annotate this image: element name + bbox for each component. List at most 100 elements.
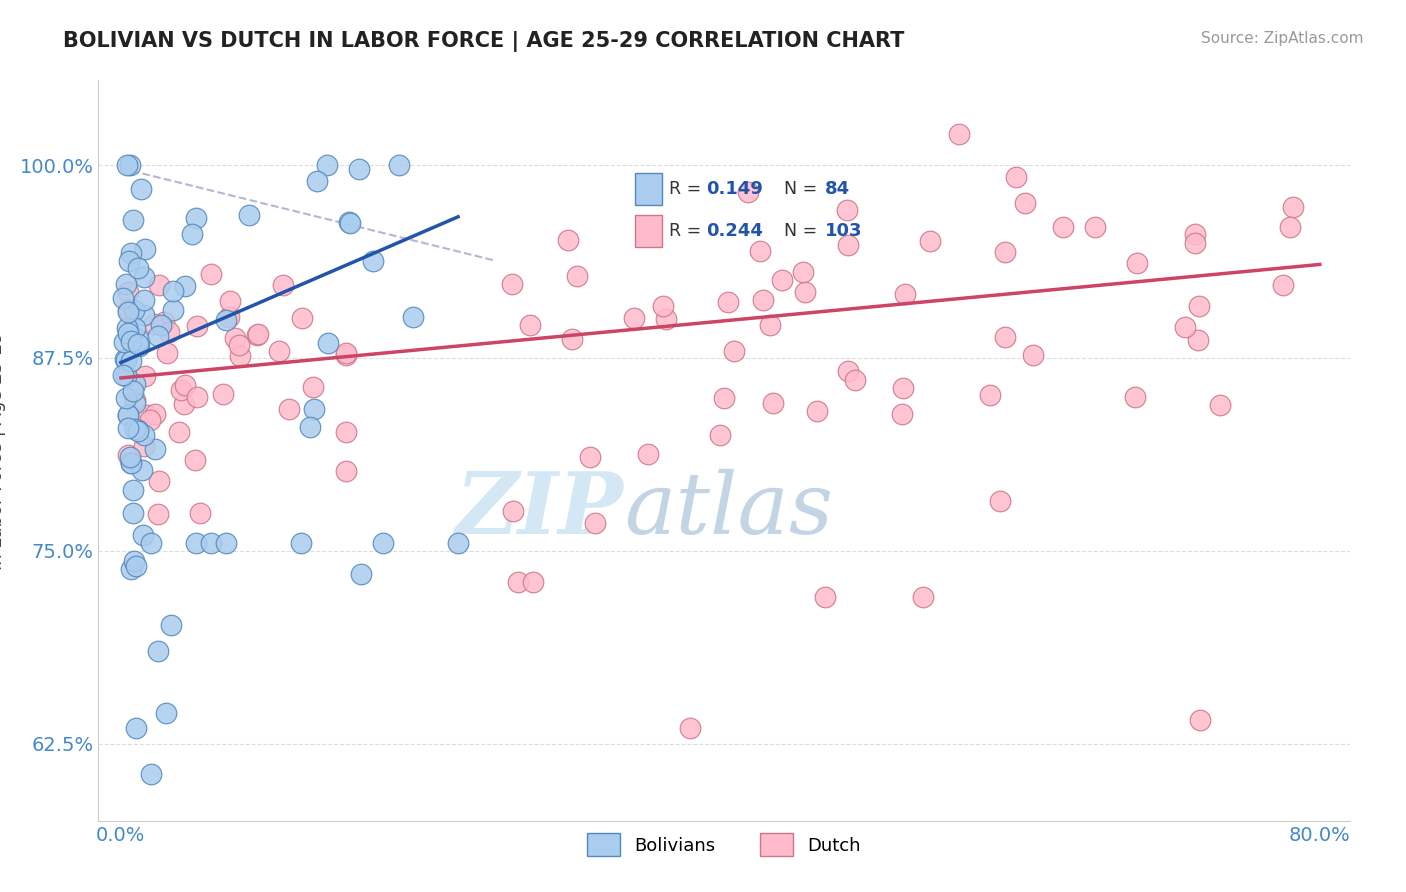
Point <box>112 368 135 382</box>
Point <box>127 425 149 439</box>
Point <box>335 348 357 362</box>
Point <box>335 425 357 440</box>
Point <box>117 448 139 462</box>
Point <box>506 574 529 589</box>
Point <box>1184 236 1206 251</box>
Point <box>911 590 934 604</box>
Point <box>271 277 294 292</box>
Point <box>188 506 211 520</box>
Point <box>132 293 155 307</box>
Point <box>112 335 135 350</box>
Point <box>142 317 165 331</box>
Point <box>120 245 142 260</box>
Point <box>167 425 190 439</box>
Point <box>162 303 184 318</box>
Point <box>128 339 150 353</box>
Point <box>814 590 837 604</box>
Point <box>1281 201 1303 215</box>
Point <box>120 457 142 471</box>
Bar <box>636 215 662 247</box>
Point <box>117 158 139 172</box>
Point <box>125 559 148 574</box>
Point <box>806 404 828 418</box>
Point <box>447 536 470 550</box>
Point <box>979 388 1001 402</box>
Point <box>134 243 156 257</box>
Point <box>316 158 339 172</box>
Text: N =: N = <box>785 180 823 198</box>
Point <box>125 721 148 735</box>
Point <box>124 395 146 409</box>
Point <box>920 235 942 249</box>
Point <box>655 312 678 326</box>
Point <box>131 463 153 477</box>
Point <box>758 318 780 332</box>
Point <box>335 346 357 360</box>
Point <box>155 706 177 720</box>
Point <box>134 427 156 442</box>
Text: 103: 103 <box>825 222 862 240</box>
Point <box>117 408 139 422</box>
Point <box>200 536 222 550</box>
Point <box>891 407 914 421</box>
Legend: Bolivians, Dutch: Bolivians, Dutch <box>581 826 868 863</box>
Point <box>112 291 135 305</box>
Point <box>1021 349 1043 363</box>
Point <box>792 264 814 278</box>
Point <box>143 407 166 421</box>
Point <box>1187 333 1209 347</box>
Point <box>844 373 866 387</box>
Point <box>373 536 395 550</box>
Point <box>148 644 170 658</box>
Point <box>160 617 183 632</box>
Point <box>148 474 170 488</box>
Point <box>218 294 240 309</box>
Point <box>1052 220 1074 235</box>
Point <box>122 554 145 568</box>
Text: Source: ZipAtlas.com: Source: ZipAtlas.com <box>1201 31 1364 46</box>
Point <box>1188 299 1211 313</box>
Point <box>762 396 785 410</box>
Point <box>127 261 149 276</box>
Point <box>837 364 859 378</box>
Point <box>115 277 138 291</box>
Point <box>215 536 238 550</box>
Point <box>174 378 197 392</box>
Point <box>349 162 371 177</box>
Point <box>174 279 197 293</box>
Point <box>652 299 675 313</box>
Point <box>228 338 250 352</box>
Point <box>1174 319 1197 334</box>
Point <box>583 516 606 530</box>
Point <box>169 383 191 397</box>
Point <box>132 309 155 323</box>
Point <box>124 422 146 436</box>
Point <box>301 380 323 394</box>
Point <box>124 320 146 334</box>
Text: N =: N = <box>785 222 823 240</box>
Point <box>115 352 138 367</box>
Point <box>139 767 162 781</box>
Point <box>184 536 207 550</box>
Point <box>752 293 775 308</box>
Point <box>173 397 195 411</box>
Point <box>1123 391 1146 405</box>
Point <box>212 386 235 401</box>
Point <box>114 368 136 383</box>
Point <box>120 334 142 348</box>
Text: atlas: atlas <box>624 468 834 551</box>
Point <box>501 277 523 292</box>
Point <box>138 412 160 426</box>
Point <box>246 327 269 342</box>
Point <box>215 313 238 327</box>
Point <box>128 334 150 348</box>
Point <box>122 384 145 398</box>
Point <box>156 345 179 359</box>
Point <box>267 343 290 358</box>
Point <box>557 233 579 247</box>
Point <box>567 268 589 283</box>
Text: 0.244: 0.244 <box>706 222 763 240</box>
Point <box>561 332 583 346</box>
Point <box>350 566 373 581</box>
Point <box>305 174 328 188</box>
